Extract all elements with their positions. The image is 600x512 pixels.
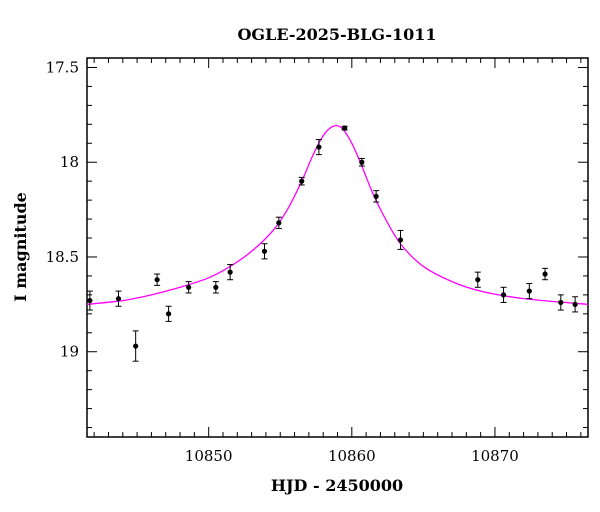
x-tick-label: 10850 (185, 447, 233, 465)
data-point (397, 237, 404, 243)
y-tick-label: 17.5 (46, 58, 79, 76)
model-curve-line (86, 124, 589, 305)
data-point (186, 284, 192, 290)
data-point (373, 193, 379, 199)
data-point (154, 277, 160, 283)
y-tick-label: 19 (60, 343, 79, 361)
x-axis-tick-labels: 10850 10860 10870 (185, 447, 519, 465)
data-point (276, 220, 282, 226)
x-tick-label: 10860 (328, 447, 376, 465)
y-axis-ticks (87, 66, 588, 429)
data-point (342, 125, 348, 131)
y-axis-label: I magnitude (11, 192, 30, 302)
data-point (542, 271, 548, 277)
x-axis-label: HJD - 2450000 (271, 476, 403, 495)
chart-title: OGLE-2025-BLG-1011 (237, 25, 436, 44)
data-point (87, 297, 93, 304)
plot-frame (86, 57, 589, 438)
data-point (359, 159, 365, 165)
data-point (500, 292, 507, 298)
data-point (572, 301, 578, 307)
data-point (316, 144, 322, 150)
y-axis-tick-labels: 17.5 18 18.5 19 (46, 58, 79, 360)
data-point (213, 284, 219, 290)
data-point (261, 248, 268, 254)
y-tick-label: 18 (60, 153, 79, 171)
data-points (86, 125, 579, 362)
data-point (115, 296, 122, 302)
data-point (227, 269, 233, 275)
data-point (558, 299, 564, 306)
data-point (526, 288, 532, 294)
y-tick-label: 18.5 (46, 248, 79, 266)
data-point (165, 311, 172, 317)
data-point (475, 277, 481, 283)
x-axis-ticks (93, 58, 582, 437)
x-tick-label: 10870 (471, 447, 519, 465)
data-point (133, 343, 139, 349)
data-point (299, 178, 305, 184)
